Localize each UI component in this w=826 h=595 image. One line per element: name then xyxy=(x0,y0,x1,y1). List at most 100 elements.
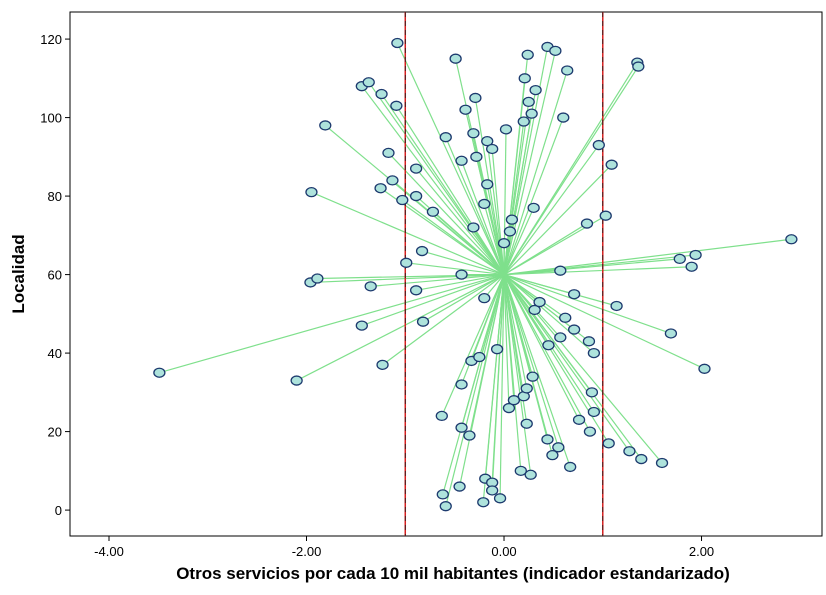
spoke xyxy=(296,274,505,382)
point xyxy=(673,253,686,265)
spoke xyxy=(472,227,505,275)
x-axis-label: Otros servicios por cada 10 mil habitant… xyxy=(176,564,730,583)
spoke xyxy=(503,274,663,464)
point xyxy=(477,497,490,508)
spoke xyxy=(478,274,505,358)
spoke xyxy=(503,50,556,275)
x-tick-label: -2.00 xyxy=(292,544,322,559)
point xyxy=(481,179,494,190)
point xyxy=(520,418,533,429)
spoke xyxy=(401,199,505,276)
point xyxy=(505,214,519,225)
point xyxy=(559,312,572,323)
point xyxy=(478,198,491,210)
point xyxy=(514,465,527,476)
point xyxy=(528,304,541,316)
point xyxy=(605,159,618,170)
spoke xyxy=(503,274,528,389)
spoke xyxy=(503,274,630,452)
point xyxy=(470,151,483,162)
point xyxy=(409,190,423,202)
spoke xyxy=(388,152,505,276)
point xyxy=(542,340,555,351)
spoke xyxy=(503,274,553,456)
spoke xyxy=(503,274,522,471)
point xyxy=(435,410,448,422)
y-tick-label: 20 xyxy=(48,425,62,440)
point xyxy=(386,175,399,186)
point xyxy=(400,257,413,268)
point xyxy=(416,316,430,327)
point xyxy=(524,469,537,480)
plot-area xyxy=(69,11,823,537)
spoke xyxy=(422,274,505,323)
spoke xyxy=(361,85,505,275)
point xyxy=(439,132,452,143)
y-axis-label: Localidad xyxy=(9,234,28,313)
point xyxy=(426,206,440,217)
centroid xyxy=(502,273,506,277)
point xyxy=(455,269,468,280)
point xyxy=(623,446,636,457)
spoke xyxy=(503,129,507,275)
point xyxy=(355,320,368,331)
spoke xyxy=(361,274,505,327)
point xyxy=(522,96,535,108)
point xyxy=(409,285,423,296)
point xyxy=(311,273,324,284)
point xyxy=(655,457,669,469)
point xyxy=(582,336,596,347)
spoke xyxy=(503,144,600,275)
point xyxy=(520,383,533,394)
point xyxy=(549,45,562,57)
point xyxy=(453,481,466,492)
spoke xyxy=(503,274,591,432)
point xyxy=(459,104,472,115)
point xyxy=(463,430,476,441)
point xyxy=(396,194,409,206)
spoke xyxy=(503,238,792,276)
point xyxy=(305,187,318,198)
spoke xyxy=(503,274,672,335)
spoke xyxy=(311,191,505,276)
point xyxy=(409,163,423,174)
point xyxy=(499,124,513,135)
spoke xyxy=(503,46,549,275)
point xyxy=(518,73,531,84)
point xyxy=(554,332,567,343)
point xyxy=(552,442,565,453)
spoke xyxy=(475,156,505,275)
spoke xyxy=(503,274,580,421)
point xyxy=(507,395,521,406)
spoke xyxy=(415,168,505,275)
point xyxy=(561,65,574,76)
point xyxy=(587,406,601,418)
point xyxy=(567,324,581,335)
y-tick-label: 0 xyxy=(55,503,62,518)
spoke xyxy=(503,274,559,448)
point xyxy=(546,449,559,461)
point xyxy=(525,108,538,119)
point xyxy=(486,485,499,496)
point xyxy=(449,53,462,64)
point xyxy=(527,202,540,214)
spoke xyxy=(503,207,535,275)
point xyxy=(375,88,388,100)
spoke xyxy=(445,274,505,507)
point xyxy=(382,147,395,159)
spoke xyxy=(503,254,696,276)
y-tick-label: 100 xyxy=(40,111,62,126)
spoke xyxy=(382,274,505,366)
x-tick-label: 0.00 xyxy=(491,544,516,559)
point xyxy=(580,218,594,229)
point xyxy=(439,501,452,512)
spoke xyxy=(503,274,705,370)
spoke xyxy=(421,250,505,276)
point xyxy=(455,155,468,166)
point xyxy=(554,265,567,276)
point xyxy=(592,139,605,151)
point xyxy=(541,434,554,445)
spoke xyxy=(416,273,505,291)
point xyxy=(467,222,480,233)
